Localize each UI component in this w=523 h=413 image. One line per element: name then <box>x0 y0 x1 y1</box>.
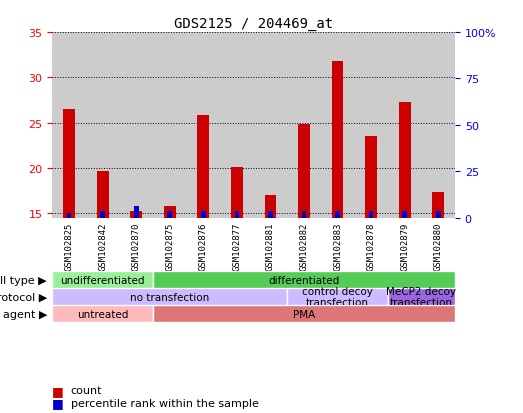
Text: count: count <box>71 385 102 395</box>
Bar <box>164 206 176 218</box>
Text: agent ▶: agent ▶ <box>3 309 47 319</box>
Text: GSM102877: GSM102877 <box>232 222 242 271</box>
Bar <box>134 207 139 218</box>
Text: GSM102883: GSM102883 <box>333 222 342 271</box>
Text: differentiated: differentiated <box>268 275 339 285</box>
Bar <box>433 193 444 218</box>
Text: GSM102879: GSM102879 <box>400 222 409 271</box>
Text: PMA: PMA <box>293 309 315 319</box>
Bar <box>287 33 321 218</box>
Bar <box>100 211 105 218</box>
Bar <box>436 211 440 218</box>
Text: GSM102878: GSM102878 <box>367 222 376 271</box>
Bar <box>119 33 153 218</box>
Bar <box>234 211 239 218</box>
Bar <box>63 110 75 218</box>
Text: GSM102870: GSM102870 <box>132 222 141 271</box>
Bar <box>365 137 377 218</box>
Bar <box>287 289 388 305</box>
Text: GSM102825: GSM102825 <box>64 222 74 271</box>
Text: ■: ■ <box>52 396 64 409</box>
Bar <box>153 305 455 322</box>
Bar <box>335 211 340 218</box>
Bar <box>265 195 276 218</box>
Bar <box>130 212 142 218</box>
Text: GSM102842: GSM102842 <box>98 222 107 271</box>
Bar <box>153 272 455 289</box>
Bar <box>97 171 108 218</box>
Bar <box>52 272 153 289</box>
Bar <box>388 33 422 218</box>
Bar <box>187 33 220 218</box>
Text: undifferentiated: undifferentiated <box>60 275 145 285</box>
Bar <box>302 211 306 218</box>
Bar <box>52 305 153 322</box>
Bar <box>220 33 254 218</box>
Title: GDS2125 / 204469_at: GDS2125 / 204469_at <box>174 17 333 31</box>
Text: no transfection: no transfection <box>130 292 209 302</box>
Bar <box>201 211 206 218</box>
Text: protocol ▶: protocol ▶ <box>0 292 47 302</box>
Bar <box>86 33 119 218</box>
Bar <box>268 211 273 218</box>
Text: GSM102875: GSM102875 <box>165 222 174 271</box>
Bar <box>298 125 310 218</box>
Text: MeCP2 decoy
transfection: MeCP2 decoy transfection <box>386 286 457 308</box>
Bar <box>321 33 355 218</box>
Bar <box>67 214 72 218</box>
Bar <box>388 289 455 305</box>
Bar <box>167 211 172 218</box>
Text: percentile rank within the sample: percentile rank within the sample <box>71 398 258 408</box>
Bar <box>332 62 344 218</box>
Text: untreated: untreated <box>77 309 128 319</box>
Bar <box>231 168 243 218</box>
Text: control decoy
transfection: control decoy transfection <box>302 286 373 308</box>
Text: GSM102882: GSM102882 <box>300 222 309 271</box>
Text: GSM102881: GSM102881 <box>266 222 275 271</box>
Bar <box>422 33 455 218</box>
Bar <box>52 33 86 218</box>
Bar <box>399 102 411 218</box>
Bar <box>355 33 388 218</box>
Bar <box>198 116 209 218</box>
Bar <box>402 211 407 218</box>
Text: cell type ▶: cell type ▶ <box>0 275 47 285</box>
Text: GSM102876: GSM102876 <box>199 222 208 271</box>
Bar <box>369 211 373 218</box>
Bar <box>52 289 287 305</box>
Text: ■: ■ <box>52 384 64 397</box>
Bar <box>153 33 187 218</box>
Bar <box>254 33 287 218</box>
Text: GSM102880: GSM102880 <box>434 222 443 271</box>
